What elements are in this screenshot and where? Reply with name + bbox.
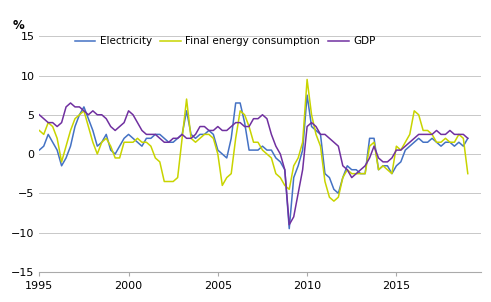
GDP bbox=[36, 113, 42, 117]
GDP bbox=[72, 105, 78, 109]
Line: Electricity: Electricity bbox=[39, 95, 468, 229]
Electricity bbox=[250, 148, 256, 152]
Final energy consumption bbox=[50, 125, 55, 128]
Final energy consumption bbox=[376, 168, 382, 172]
Line: GDP: GDP bbox=[39, 103, 468, 225]
Final energy consumption bbox=[465, 172, 471, 175]
Electricity bbox=[36, 148, 42, 152]
Electricity bbox=[148, 137, 154, 140]
Electricity bbox=[465, 137, 471, 140]
Legend: Electricity, Final energy consumption, GDP: Electricity, Final energy consumption, G… bbox=[75, 36, 376, 46]
Final energy consumption bbox=[250, 140, 256, 144]
Line: Final energy consumption: Final energy consumption bbox=[39, 79, 468, 201]
GDP bbox=[286, 223, 292, 226]
GDP bbox=[465, 137, 471, 140]
Final energy consumption bbox=[282, 184, 288, 187]
GDP bbox=[255, 117, 261, 120]
Text: %: % bbox=[13, 18, 25, 31]
Electricity bbox=[282, 168, 288, 172]
Electricity bbox=[68, 144, 74, 148]
Final energy consumption bbox=[331, 199, 337, 203]
Final energy consumption bbox=[304, 78, 310, 81]
Final energy consumption bbox=[36, 129, 42, 132]
Electricity bbox=[286, 227, 292, 230]
Electricity bbox=[50, 140, 55, 144]
Final energy consumption bbox=[68, 129, 74, 132]
Electricity bbox=[304, 93, 310, 97]
Electricity bbox=[376, 168, 382, 172]
GDP bbox=[376, 156, 382, 160]
GDP bbox=[50, 121, 55, 124]
GDP bbox=[68, 101, 74, 105]
GDP bbox=[152, 133, 158, 136]
Final energy consumption bbox=[148, 144, 154, 148]
GDP bbox=[291, 215, 297, 219]
